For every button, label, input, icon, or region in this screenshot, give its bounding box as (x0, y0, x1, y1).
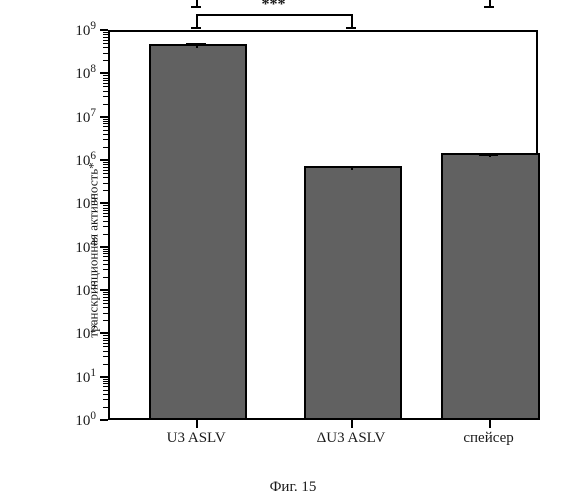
y-tick-label: 100 (75, 410, 96, 430)
sig-bracket-foot (346, 27, 356, 29)
error-bar-cap (479, 154, 498, 156)
y-tick (100, 246, 108, 248)
y-tick-label: 106 (75, 150, 96, 170)
y-tick-label: 107 (75, 107, 96, 127)
sig-bracket-foot (484, 6, 494, 8)
bar (441, 153, 540, 420)
x-tick-label: U3 ASLV (167, 430, 226, 447)
y-tick-label: 104 (75, 237, 96, 257)
error-bar-cap (186, 43, 205, 45)
bars-group (108, 30, 538, 420)
figure-caption: Фиг. 15 (270, 479, 317, 496)
sig-bracket-side (351, 14, 353, 28)
y-tick-label: 109 (75, 20, 96, 40)
bar (149, 44, 248, 420)
sig-bracket-side (196, 14, 198, 28)
y-tick (100, 202, 108, 204)
error-bar-cap (341, 166, 360, 168)
y-tick-label: 102 (75, 323, 96, 343)
plot-area: 100101102103104105106107108109 ****** U3… (108, 30, 538, 420)
y-tick (100, 29, 108, 31)
y-tick-label: 103 (75, 280, 96, 300)
y-tick-label: 108 (75, 63, 96, 83)
y-tick (100, 376, 108, 378)
bar (304, 166, 403, 420)
y-tick (100, 419, 108, 421)
x-tick-label: спейсер (463, 430, 513, 447)
y-tick (100, 332, 108, 334)
y-tick-label: 101 (75, 367, 96, 387)
sig-bracket-foot (191, 6, 201, 8)
x-tick-label: ΔU3 ASLV (317, 430, 386, 447)
x-tick (489, 420, 491, 428)
x-tick (351, 420, 353, 428)
chart-container: транскрипционная активность* 10010110210… (0, 0, 586, 500)
sig-bracket-foot (191, 27, 201, 29)
y-tick-label: 105 (75, 193, 96, 213)
y-tick (100, 289, 108, 291)
x-tick (196, 420, 198, 428)
sig-label: *** (262, 0, 286, 14)
y-tick (100, 116, 108, 118)
y-tick (100, 159, 108, 161)
y-tick (100, 72, 108, 74)
sig-bracket-top (196, 14, 351, 16)
